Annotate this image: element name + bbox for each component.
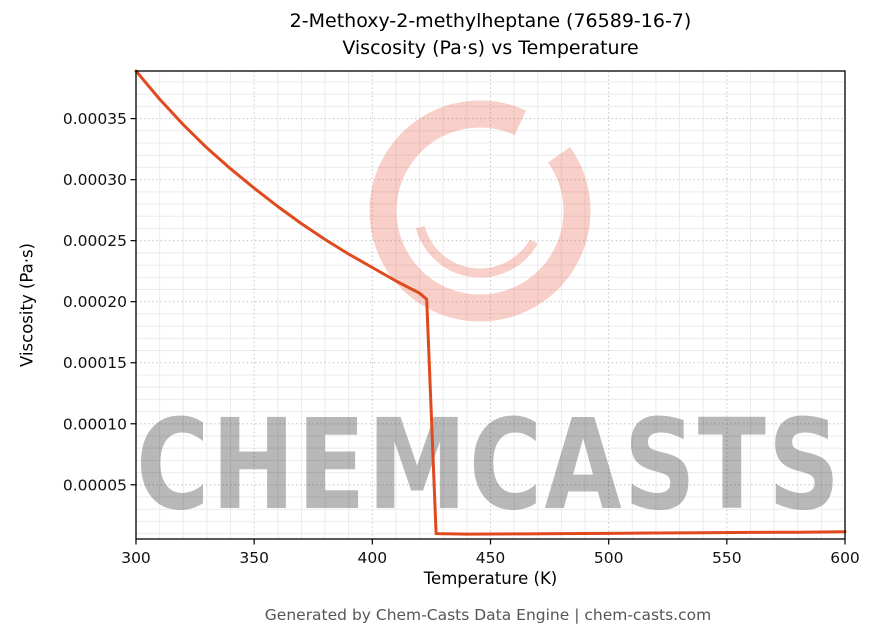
chart-title-line2: Viscosity (Pa·s) vs Temperature [342, 37, 639, 59]
y-tick-label: 0.00025 [63, 232, 127, 250]
x-tick-label: 450 [476, 549, 506, 567]
y-axis-label: Viscosity (Pa·s) [17, 243, 37, 367]
x-tick-label: 350 [239, 549, 269, 567]
x-tick-label: 300 [121, 549, 151, 567]
x-tick-label: 550 [712, 549, 742, 567]
y-tick-label: 0.00030 [63, 171, 127, 189]
chemcasts-text-watermark: CHEMCASTS [136, 392, 842, 538]
axis-tick-labels: 300 350 400 450 500 550 600 0.00005 0.00010 0.000… [63, 110, 860, 567]
viscosity-line [134, 69, 847, 536]
y-tick-label: 0.00020 [63, 293, 127, 311]
x-axis-label: Temperature (K) [423, 569, 558, 588]
watermark-layer: CHEMCASTS [136, 100, 842, 538]
y-tick-label: 0.00035 [63, 110, 127, 128]
axis-ticks [130, 118, 846, 545]
y-tick-label: 0.00005 [63, 476, 127, 494]
chemcasts-logo-ring-watermark [369, 100, 591, 322]
footer-attribution: Generated by Chem-Casts Data Engine | ch… [264, 606, 712, 624]
y-tick-label: 0.00010 [63, 415, 127, 433]
data-series-layer [134, 69, 847, 536]
chart-title: 2-Methoxy-2-methylheptane (76589-16-7) V… [136, 8, 845, 62]
chart-title-line1: 2-Methoxy-2-methylheptane (76589-16-7) [289, 10, 692, 32]
y-tick-label: 0.00015 [63, 354, 127, 372]
x-tick-label: 600 [830, 549, 860, 567]
x-tick-label: 400 [358, 549, 388, 567]
x-tick-label: 500 [594, 549, 624, 567]
